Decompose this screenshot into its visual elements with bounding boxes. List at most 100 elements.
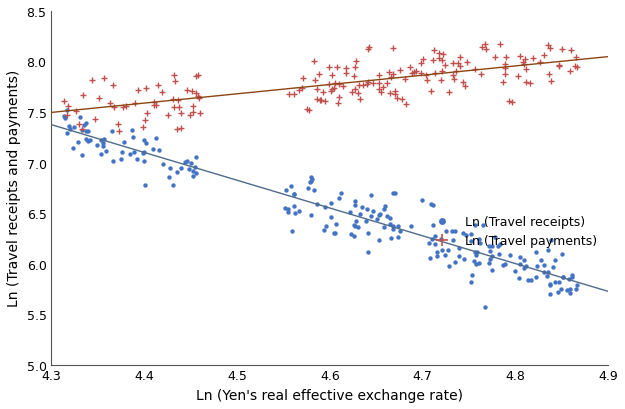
- Point: [390, 190, 400, 196]
- Point: [447, 229, 457, 235]
- Point: [320, 204, 330, 211]
- Point: [289, 191, 299, 198]
- Point: [298, 75, 308, 82]
- Point: [522, 276, 532, 283]
- Point: [499, 79, 509, 86]
- Point: [386, 74, 396, 81]
- Point: [176, 166, 186, 172]
- Point: [417, 198, 427, 204]
- Point: [554, 63, 564, 69]
- Point: [428, 202, 438, 209]
- Point: [554, 64, 564, 70]
- Point: [474, 260, 484, 266]
- Point: [81, 128, 91, 135]
- Point: [289, 92, 299, 98]
- Point: [388, 46, 398, 52]
- Point: [385, 90, 395, 97]
- Point: [193, 72, 203, 79]
- Point: [187, 89, 197, 95]
- Point: [448, 73, 458, 79]
- Point: [558, 274, 568, 280]
- Point: [303, 185, 313, 192]
- Point: [395, 67, 405, 74]
- Point: [148, 146, 158, 153]
- Point: [400, 76, 410, 83]
- Point: [476, 72, 486, 78]
- Point: [525, 81, 535, 87]
- Point: [470, 222, 480, 229]
- Point: [375, 211, 385, 218]
- Point: [345, 209, 355, 216]
- Point: [170, 78, 180, 85]
- Point: [395, 228, 405, 235]
- Point: [531, 249, 541, 256]
- Point: [450, 229, 460, 235]
- Point: [119, 139, 129, 146]
- Point: [466, 279, 476, 285]
- Point: [421, 73, 431, 79]
- Point: [521, 263, 531, 269]
- Point: [500, 261, 510, 267]
- Point: [393, 224, 403, 230]
- Point: [280, 205, 290, 212]
- Point: [471, 252, 481, 259]
- Point: [500, 65, 510, 72]
- Point: [566, 47, 576, 54]
- Point: [315, 97, 325, 104]
- Point: [81, 121, 91, 127]
- Point: [188, 109, 198, 116]
- Point: [195, 110, 205, 117]
- Point: [326, 200, 336, 207]
- Point: [566, 286, 576, 293]
- Point: [471, 261, 481, 268]
- Point: [184, 166, 194, 173]
- Point: [128, 135, 138, 141]
- Point: [129, 149, 139, 155]
- Point: [461, 232, 471, 238]
- Point: [388, 227, 398, 233]
- Point: [514, 54, 524, 60]
- Point: [434, 56, 444, 63]
- Point: [306, 179, 316, 185]
- Point: [474, 236, 484, 243]
- Point: [151, 103, 161, 110]
- Point: [116, 156, 126, 163]
- Point: [564, 276, 574, 283]
- Point: [309, 187, 319, 194]
- Point: [434, 51, 444, 58]
- Point: [536, 257, 546, 264]
- Point: [157, 89, 167, 96]
- Point: [310, 77, 320, 84]
- Point: [334, 196, 344, 202]
- Point: [512, 73, 522, 80]
- Point: [379, 206, 389, 212]
- Point: [309, 59, 319, 65]
- Point: [479, 304, 489, 310]
- Point: [305, 179, 315, 185]
- Point: [432, 254, 442, 260]
- Point: [514, 275, 524, 282]
- Point: [487, 243, 497, 249]
- Point: [363, 249, 373, 256]
- Point: [455, 55, 465, 61]
- Point: [349, 233, 359, 239]
- Point: [358, 82, 368, 89]
- Point: [81, 137, 91, 143]
- Point: [350, 202, 360, 209]
- Point: [470, 66, 480, 73]
- Point: [480, 42, 490, 48]
- Point: [548, 264, 558, 270]
- Point: [438, 247, 448, 253]
- Point: [545, 281, 555, 288]
- Point: [348, 89, 358, 96]
- Point: [169, 73, 179, 79]
- Point: [74, 122, 84, 128]
- Point: [316, 98, 326, 104]
- Point: [75, 114, 85, 121]
- Point: [363, 80, 373, 86]
- Point: [130, 101, 140, 107]
- Point: [321, 224, 331, 230]
- Point: [416, 61, 426, 67]
- Point: [289, 192, 299, 198]
- Point: [138, 125, 148, 131]
